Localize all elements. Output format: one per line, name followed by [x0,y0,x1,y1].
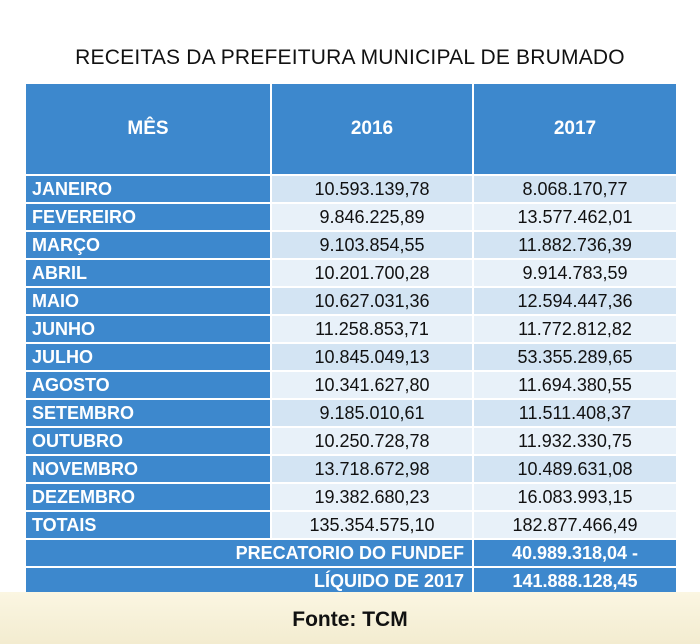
table-row: JULHO 10.845.049,13 53.355.289,65 [24,342,678,372]
table-row: SETEMBRO 9.185.010,61 11.511.408,37 [24,398,678,428]
value-2016-cell: 10.341.627,80 [270,370,474,400]
value-2017-cell: 10.489.631,08 [472,454,678,484]
totals-2016-value: 135.354.575,10 [270,510,474,540]
liquido-value: 141.888.128,45 [472,566,678,596]
value-2017-cell: 11.882.736,39 [472,230,678,260]
value-2016-cell: 9.185.010,61 [270,398,474,428]
table-row: OUTUBRO 10.250.728,78 11.932.330,75 [24,426,678,456]
value-2017-cell: 16.083.993,15 [472,482,678,512]
value-2016-cell: 10.627.031,36 [270,286,474,316]
value-2016-cell: 10.250.728,78 [270,426,474,456]
month-cell: OUTUBRO [24,426,272,456]
precatorio-value: 40.989.318,04 - [472,538,678,568]
value-2017-cell: 11.694.380,55 [472,370,678,400]
source-label: Fonte: TCM [292,608,408,631]
totals-label: TOTAIS [24,510,272,540]
value-2016-cell: 13.718.672,98 [270,454,474,484]
month-cell: MARÇO [24,230,272,260]
month-cell: ABRIL [24,258,272,288]
month-cell: JANEIRO [24,174,272,204]
value-2016-cell: 9.846.225,89 [270,202,474,232]
value-2017-cell: 12.594.447,36 [472,286,678,316]
header-row: MÊS 2016 2017 [24,82,678,176]
header-2017: 2017 [472,82,678,176]
month-cell: FEVEREIRO [24,202,272,232]
month-cell: NOVEMBRO [24,454,272,484]
revenue-table: MÊS 2016 2017 JANEIRO 10.593.139,78 8.06… [24,82,678,596]
value-2016-cell: 9.103.854,55 [270,230,474,260]
value-2017-cell: 13.577.462,01 [472,202,678,232]
table-row: FEVEREIRO 9.846.225,89 13.577.462,01 [24,202,678,232]
month-cell: JULHO [24,342,272,372]
value-2016-cell: 19.382.680,23 [270,482,474,512]
value-2017-cell: 53.355.289,65 [472,342,678,372]
month-cell: JUNHO [24,314,272,344]
table-row: DEZEMBRO 19.382.680,23 16.083.993,15 [24,482,678,512]
footer-band [0,592,700,644]
value-2017-cell: 8.068.170,77 [472,174,678,204]
month-cell: AGOSTO [24,370,272,400]
month-cell: SETEMBRO [24,398,272,428]
table-row: JANEIRO 10.593.139,78 8.068.170,77 [24,174,678,204]
month-cell: MAIO [24,286,272,316]
table-row: JUNHO 11.258.853,71 11.772.812,82 [24,314,678,344]
value-2017-cell: 11.511.408,37 [472,398,678,428]
liquido-row: LÍQUIDO DE 2017 141.888.128,45 [24,566,678,596]
value-2016-cell: 10.845.049,13 [270,342,474,372]
value-2017-cell: 11.932.330,75 [472,426,678,456]
totals-2017-value: 182.877.466,49 [472,510,678,540]
liquido-label: LÍQUIDO DE 2017 [24,566,474,596]
totals-row: TOTAIS 135.354.575,10 182.877.466,49 [24,510,678,540]
value-2017-cell: 9.914.783,59 [472,258,678,288]
table-row: MAIO 10.627.031,36 12.594.447,36 [24,286,678,316]
value-2017-cell: 11.772.812,82 [472,314,678,344]
header-month: MÊS [24,82,272,176]
table-row: AGOSTO 10.341.627,80 11.694.380,55 [24,370,678,400]
value-2016-cell: 11.258.853,71 [270,314,474,344]
page-title: RECEITAS DA PREFEITURA MUNICIPAL DE BRUM… [75,46,625,69]
precatorio-row: PRECATORIO DO FUNDEF 40.989.318,04 - [24,538,678,568]
value-2016-cell: 10.201.700,28 [270,258,474,288]
table-row: NOVEMBRO 13.718.672,98 10.489.631,08 [24,454,678,484]
table-row: MARÇO 9.103.854,55 11.882.736,39 [24,230,678,260]
month-cell: DEZEMBRO [24,482,272,512]
value-2016-cell: 10.593.139,78 [270,174,474,204]
precatorio-label: PRECATORIO DO FUNDEF [24,538,474,568]
header-2016: 2016 [270,82,474,176]
table-row: ABRIL 10.201.700,28 9.914.783,59 [24,258,678,288]
